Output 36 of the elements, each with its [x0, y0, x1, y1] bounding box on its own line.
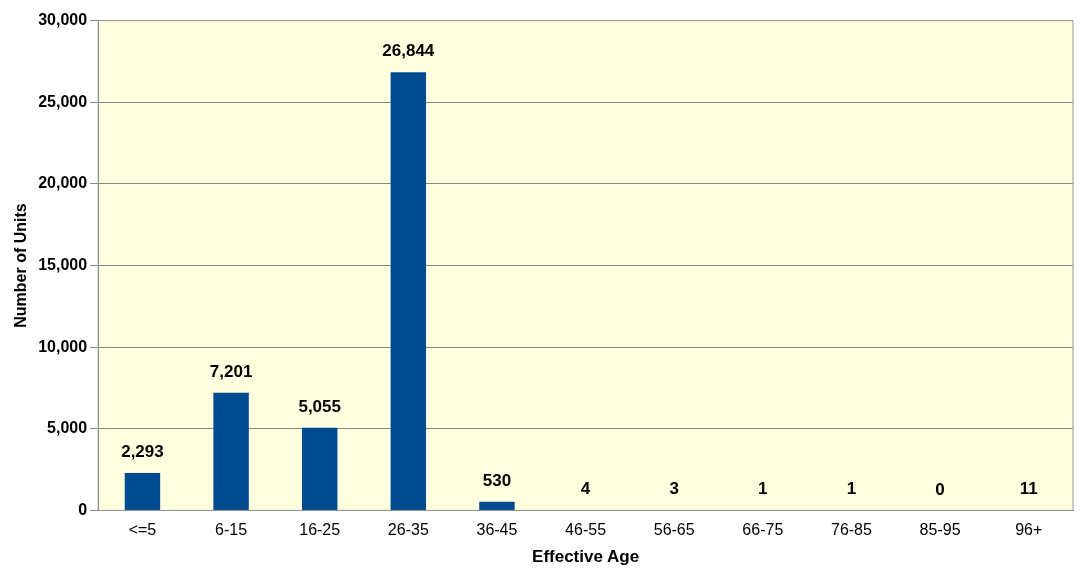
y-tick-label: 25,000 [38, 92, 88, 110]
data-label: 5,055 [298, 397, 341, 417]
x-tick-label: 76-85 [830, 521, 872, 539]
y-axis-title: Number of Units [12, 203, 30, 328]
x-tick-label: 85-95 [919, 521, 961, 539]
x-tick-label: 36-45 [476, 521, 518, 539]
y-tick-label: 30,000 [38, 11, 88, 29]
bar [213, 392, 249, 510]
y-tick-label: 0 [78, 500, 88, 518]
x-axis-title: Effective Age [532, 547, 640, 567]
x-tick-label: 46-55 [565, 521, 607, 539]
x-tick-label: <=5 [128, 521, 157, 539]
x-tick-label: 6-15 [215, 521, 248, 539]
data-label: 4 [580, 479, 591, 499]
x-tick-label: 66-75 [742, 521, 784, 539]
x-tick-label: 26-35 [387, 521, 429, 539]
x-tick-label: 16-25 [299, 521, 341, 539]
y-tick-label: 20,000 [38, 174, 88, 192]
data-label: 1 [758, 479, 768, 499]
data-label: 1 [846, 479, 857, 499]
data-label: 0 [935, 479, 945, 499]
bar [479, 501, 515, 510]
data-label: 26,844 [382, 41, 435, 61]
data-label: 11 [1019, 479, 1038, 499]
data-label: 530 [482, 470, 512, 490]
x-tick-label: 56-65 [653, 521, 695, 539]
y-tick-label: 10,000 [38, 337, 88, 355]
bar [124, 472, 161, 510]
data-label: 2,293 [121, 442, 164, 462]
data-label: 3 [669, 479, 679, 499]
data-label: 7,201 [209, 362, 253, 382]
bar [301, 427, 338, 510]
bar [390, 72, 427, 510]
y-tick-label: 5,000 [47, 419, 88, 437]
x-tick-label: 96+ [1015, 521, 1043, 539]
y-tick-label: 15,000 [38, 255, 88, 273]
